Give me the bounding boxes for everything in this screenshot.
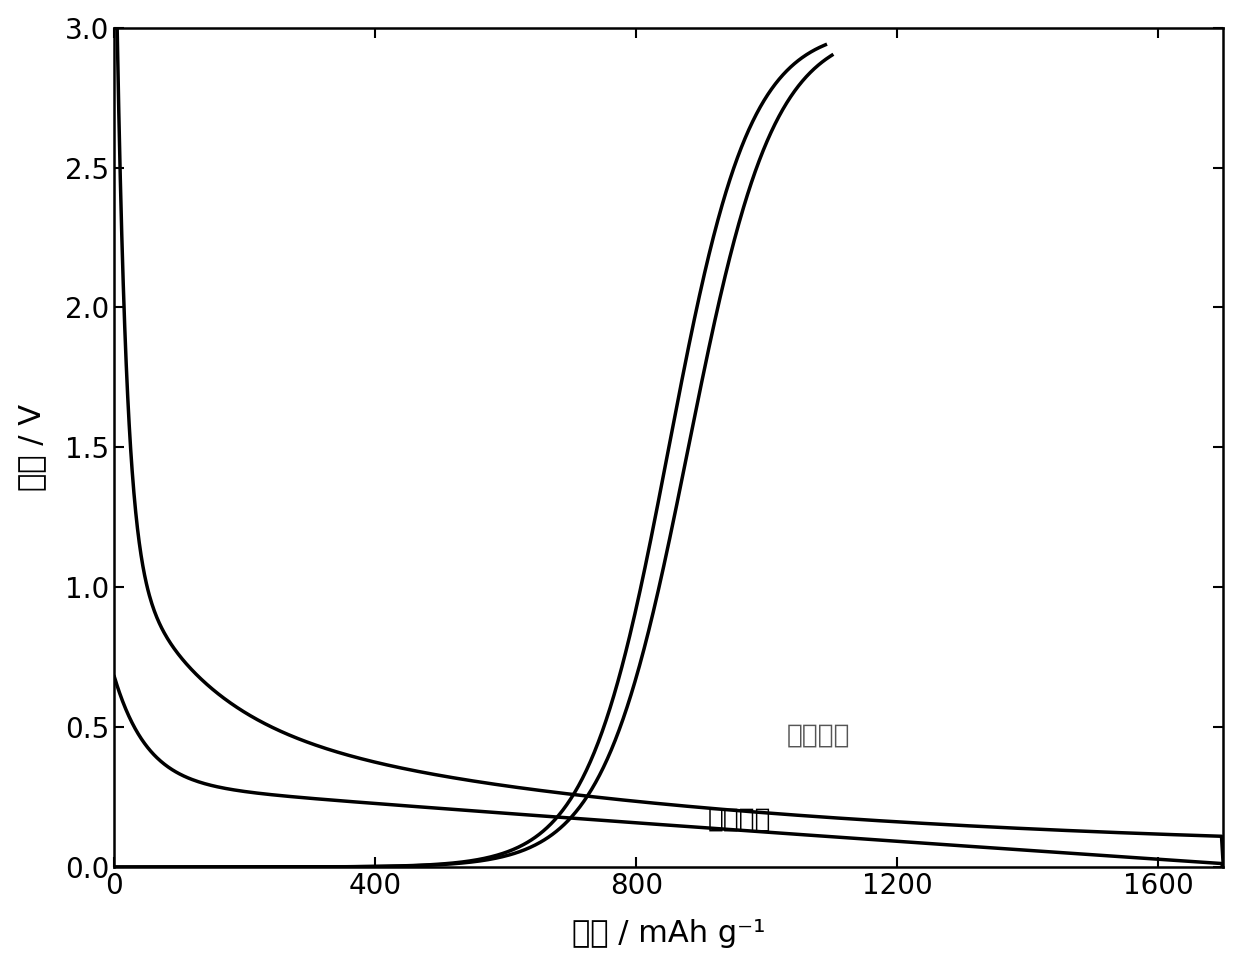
X-axis label: 容量 / mAh g⁻¹: 容量 / mAh g⁻¹ — [572, 920, 765, 949]
Text: 一次循环: 一次循环 — [786, 723, 849, 749]
Y-axis label: 电压 / V: 电压 / V — [16, 403, 46, 491]
Text: 二次循环: 二次循环 — [708, 807, 771, 833]
